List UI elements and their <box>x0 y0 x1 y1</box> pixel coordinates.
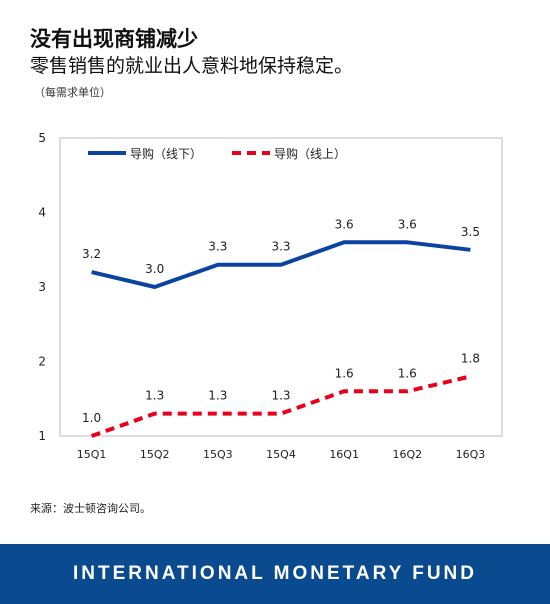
y-tick-label: 2 <box>38 355 46 369</box>
legend-label: 导购（线下） <box>130 146 202 161</box>
data-label: 1.8 <box>461 351 480 365</box>
x-tick-label: 15Q3 <box>203 448 233 461</box>
legend-label: 导购（线上） <box>274 146 346 161</box>
data-label: 3.3 <box>208 240 227 254</box>
x-tick-label: 15Q1 <box>77 448 107 461</box>
chart-subtitle: 零售销售的就业出人意料地保持稳定。 <box>30 55 354 77</box>
data-label: 3.3 <box>271 240 290 254</box>
y-tick-label: 1 <box>38 429 46 443</box>
y-tick-label: 4 <box>38 206 46 220</box>
data-label: 1.6 <box>335 366 354 380</box>
org-name: INTERNATIONAL MONETARY FUND <box>73 563 477 584</box>
data-label: 3.6 <box>398 217 417 231</box>
data-label: 3.0 <box>145 262 164 276</box>
data-label: 1.3 <box>271 389 290 403</box>
legend: 导购（线下） 导购（线上） <box>88 146 346 161</box>
x-tick-label: 16Q2 <box>392 448 422 461</box>
series-line <box>91 240 471 289</box>
plot-frame <box>59 137 503 437</box>
data-label: 1.6 <box>398 366 417 380</box>
chart-title: 没有出现商铺减少 <box>30 27 198 51</box>
line-chart: 1 2 3 4 5 15Q1 15Q2 15Q3 15Q4 16Q1 16Q2 16Q3 导购（线下… <box>38 131 503 461</box>
x-tick-label: 16Q3 <box>456 448 486 461</box>
series-line <box>90 374 471 438</box>
data-label: 1.0 <box>82 411 101 425</box>
data-label: 3.5 <box>461 225 480 239</box>
data-labels: 3.2 3.0 3.3 3.3 3.6 3.6 3.5 1.0 1.3 1.3 1.3 1.6 1.6 1… <box>82 217 480 425</box>
x-tick-label: 15Q2 <box>140 448 170 461</box>
x-tick-label: 15Q4 <box>266 448 296 461</box>
data-label: 3.6 <box>335 217 354 231</box>
footer-banner: INTERNATIONAL MONETARY FUND <box>0 544 550 604</box>
x-axis: 15Q1 15Q2 15Q3 15Q4 16Q1 16Q2 16Q3 <box>77 448 486 461</box>
data-label: 1.3 <box>208 389 227 403</box>
source-note: 来源：波士顿咨询公司。 <box>30 502 151 515</box>
data-label: 1.3 <box>145 389 164 403</box>
y-axis: 1 2 3 4 5 <box>38 131 46 443</box>
x-tick-label: 16Q1 <box>329 448 359 461</box>
data-label: 3.2 <box>82 247 101 261</box>
unit-label: （每需求单位） <box>34 86 111 99</box>
y-tick-label: 5 <box>38 131 46 145</box>
series-lines <box>90 240 471 438</box>
y-tick-label: 3 <box>38 280 46 294</box>
